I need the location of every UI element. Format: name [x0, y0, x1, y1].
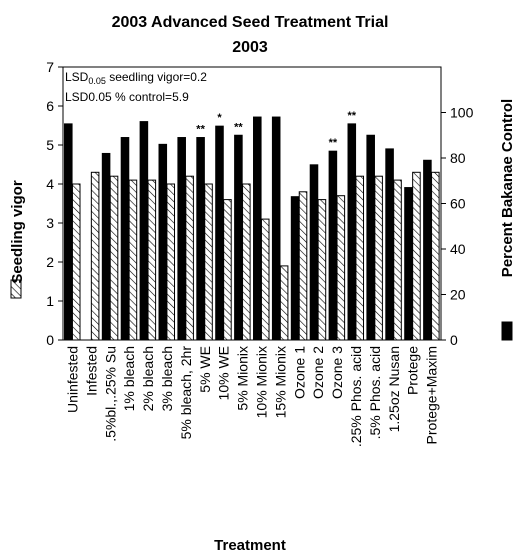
bar-percent-control — [234, 134, 243, 341]
bar-seedling-vigor — [317, 199, 327, 341]
significance-markers: ********* — [196, 110, 356, 149]
bar-seedling-vigor — [298, 191, 308, 341]
right-tick-label: 60 — [450, 196, 466, 212]
x-axis-label: Treatment — [214, 537, 286, 554]
x-category-label: 5% Mionix — [235, 346, 251, 411]
bar-percent-control — [253, 116, 262, 341]
bar-percent-control — [290, 196, 300, 341]
left-axis-label: Seedling vigor — [9, 180, 26, 284]
bar-percent-control — [404, 187, 413, 341]
left-tick-label: 0 — [46, 332, 54, 348]
right-axis: 0 20 40 60 80 100 — [441, 105, 474, 348]
bar-percent-control — [385, 148, 394, 341]
bar-seedling-vigor — [109, 175, 119, 341]
bar-seedling-vigor — [242, 183, 251, 341]
chart-title: 2003 Advanced Seed Treatment Trial — [112, 14, 389, 31]
significance-marker: * — [217, 112, 222, 124]
bar-seedling-vigor — [393, 179, 402, 341]
bar-percent-control — [196, 137, 205, 341]
x-category-label: 10% WE — [216, 346, 232, 400]
x-category-label: 3% bleach — [159, 346, 175, 411]
x-category-label: 5% bleach, 2hr — [178, 346, 194, 440]
bar-seedling-vigor — [71, 183, 81, 341]
bar-series — [64, 116, 440, 341]
lsd-control-note: LSD0.05 % control=5.9 — [65, 90, 189, 104]
significance-marker: ** — [196, 124, 205, 136]
bar-seedling-vigor — [431, 171, 440, 341]
bar-percent-control — [215, 125, 224, 341]
x-category-label: .5% Phos. acid — [367, 346, 383, 439]
bar-percent-control — [271, 116, 281, 341]
significance-marker: ** — [329, 137, 338, 149]
left-tick-label: 4 — [46, 176, 54, 192]
left-tick-label: 1 — [46, 293, 54, 309]
lsd-vigor-note: LSD0.05 seedling vigor=0.2 — [65, 70, 207, 86]
bar-percent-control — [328, 150, 338, 341]
bar-percent-control — [177, 137, 186, 341]
x-category-label: 5% WE — [197, 346, 213, 393]
x-category-label: 15% Mionix — [272, 346, 288, 418]
bar-percent-control — [366, 134, 375, 341]
right-axis-title: Percent Bakanae Control — [499, 99, 516, 341]
right-tick-label: 100 — [450, 105, 474, 121]
left-axis: 0 1 2 3 4 5 6 7 — [46, 59, 63, 348]
left-tick-label: 3 — [46, 215, 54, 231]
plot-area — [62, 66, 442, 341]
bar-seedling-vigor — [90, 171, 100, 341]
lsd-annotation: LSD0.05 seedling vigor=0.2 LSD0.05 % con… — [65, 70, 207, 104]
bar-percent-control — [158, 143, 168, 341]
x-category-label: Protege — [405, 346, 421, 395]
right-legend-swatch — [501, 321, 513, 341]
left-tick-label: 7 — [46, 59, 54, 75]
plot-frame — [62, 66, 442, 341]
bar-percent-control — [139, 121, 149, 341]
right-tick-label: 20 — [450, 287, 466, 303]
bar-percent-control — [309, 164, 319, 341]
x-category-label: .5%bl.,.25% Su — [102, 346, 118, 442]
right-tick-label: 40 — [450, 241, 466, 257]
x-category-labels: Uninfested Infested .5%bl.,.25% Su 1% bleac… — [64, 346, 439, 447]
left-legend-swatch — [10, 279, 22, 299]
bar-percent-control — [120, 137, 130, 341]
bar-seedling-vigor — [147, 179, 157, 341]
bar-percent-control — [423, 159, 432, 341]
bar-seedling-vigor — [412, 171, 421, 341]
x-category-label: Ozone 3 — [329, 346, 345, 399]
significance-marker: ** — [234, 121, 243, 133]
x-category-label: Uninfested — [64, 346, 80, 413]
x-category-label: .25% Phos. acid — [348, 346, 364, 447]
bar-seedling-vigor — [260, 218, 270, 341]
bar-seedling-vigor — [355, 175, 365, 341]
bar-seedling-vigor — [279, 265, 289, 341]
right-axis-label: Percent Bakanae Control — [499, 99, 516, 277]
significance-marker: ** — [348, 110, 357, 122]
bar-percent-control — [347, 123, 357, 341]
x-category-label: Protege+Maxim — [424, 346, 440, 444]
bar-seedling-vigor — [204, 183, 213, 341]
chart-subtitle: 2003 — [232, 39, 268, 56]
bar-seedling-vigor — [185, 175, 194, 341]
left-tick-label: 6 — [46, 98, 54, 114]
x-category-label: 1% bleach — [121, 346, 137, 411]
left-tick-label: 2 — [46, 254, 54, 270]
x-category-label: 10% Mionix — [253, 346, 269, 418]
left-axis-title: Seedling vigor — [9, 180, 26, 299]
bar-seedling-vigor — [336, 195, 346, 341]
x-category-label: Infested — [83, 346, 99, 396]
bar-seedling-vigor — [128, 179, 138, 341]
x-category-label: 2% bleach — [140, 346, 156, 411]
bar-seedling-vigor — [374, 175, 383, 341]
bar-seedling-vigor — [223, 199, 232, 341]
x-category-label: Ozone 1 — [291, 346, 307, 399]
left-tick-label: 5 — [46, 137, 54, 153]
x-category-label: Ozone 2 — [310, 346, 326, 399]
right-tick-label: 80 — [450, 150, 466, 166]
right-tick-label: 0 — [450, 332, 458, 348]
bar-seedling-vigor — [166, 183, 176, 341]
bar-percent-control — [64, 123, 73, 341]
bar-percent-control — [101, 152, 111, 341]
x-category-label: 1.25oz Nusan — [386, 346, 402, 432]
